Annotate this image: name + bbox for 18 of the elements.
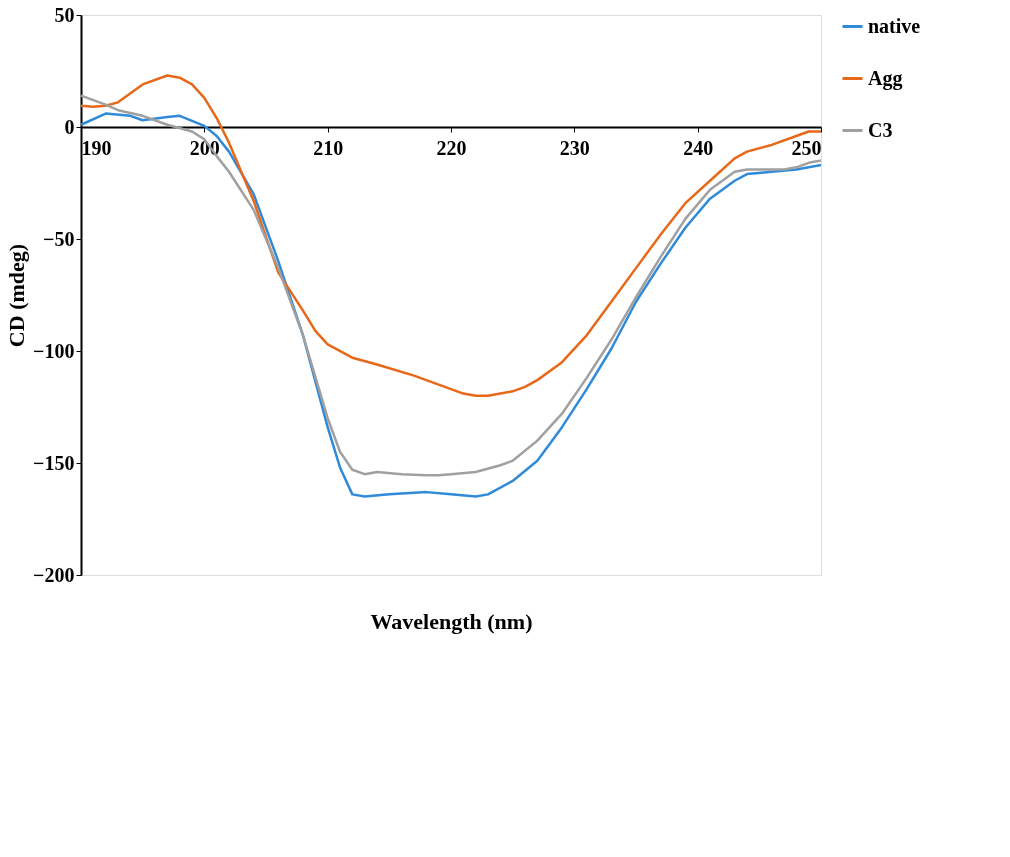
x-tick-label: 240 <box>683 136 714 159</box>
y-tick-label: 0 <box>64 115 75 138</box>
y-tick-label: 50 <box>54 3 75 26</box>
y-tick-label: −100 <box>33 339 75 362</box>
x-axis-title: Wavelength (nm) <box>370 608 533 634</box>
x-tick-label: 190 <box>81 136 112 159</box>
legend-label: native <box>868 14 921 37</box>
line-series <box>79 74 823 398</box>
y-tick-label: −50 <box>43 227 75 250</box>
legend-label: C3 <box>868 118 893 141</box>
x-tick-label: 210 <box>313 136 344 159</box>
x-tick-label: 250 <box>791 136 822 159</box>
x-tick-label: 230 <box>559 136 590 159</box>
y-tick-label: −200 <box>33 563 75 586</box>
y-tick-label: −150 <box>33 451 75 474</box>
x-tick-label: 220 <box>436 136 467 159</box>
y-axis-title: CD (mdeg) <box>4 243 30 348</box>
legend-label: Agg <box>868 66 903 90</box>
